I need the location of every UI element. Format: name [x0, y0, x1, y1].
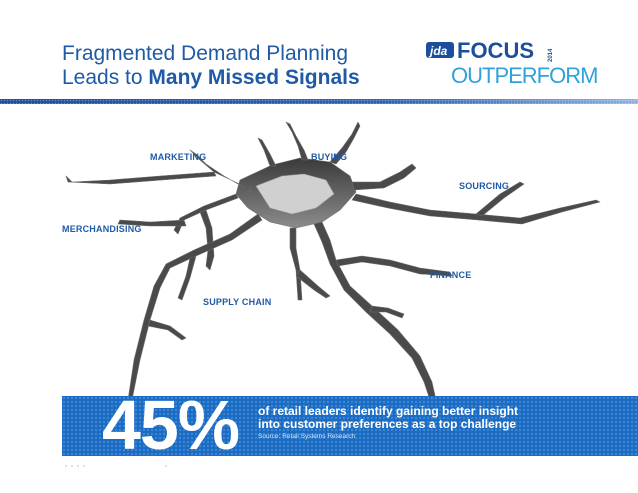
title-line-2: Leads to Many Missed Signals: [62, 66, 360, 90]
cracked-surface-graphic: [65, 121, 601, 400]
statistic-banner: 45% of retail leaders identify gaining b…: [62, 390, 638, 460]
statistic-line-2: into customer preferences as a top chall…: [258, 417, 517, 431]
logo-year: 2014: [548, 48, 554, 62]
label-buying: BUYING: [311, 152, 348, 162]
crack-branch-sourcing: [351, 163, 417, 191]
statistic-line-1: of retail leaders identify gaining bette…: [258, 404, 519, 418]
crack-branch-buying: [285, 121, 309, 161]
banner-background: [62, 396, 638, 456]
crack-branch-marketing: [189, 149, 253, 193]
statistic-source: Source: Retail Systems Research: [258, 433, 356, 440]
crack-branch-supply-chain: [127, 213, 263, 400]
header-divider: [0, 99, 638, 104]
statistic-value: 45%: [102, 386, 240, 464]
footer-decoration: [65, 465, 167, 467]
jda-logo-text: jda: [428, 44, 448, 58]
focus-logo-text: FOCUS: [457, 38, 534, 63]
jda-focus-logo: jda FOCUS 2014 OUTPERFORM: [426, 38, 598, 88]
label-sourcing: SOURCING: [459, 181, 510, 191]
outperform-logo-text: OUTPERFORM: [451, 63, 597, 88]
statistic-text: of retail leaders identify gaining bette…: [258, 405, 518, 431]
slide-title: Fragmented Demand Planning Leads to Many…: [62, 42, 360, 90]
label-finance: FINANCE: [430, 270, 472, 280]
label-marketing: MARKETING: [150, 152, 207, 162]
jda-logo-badge: [426, 42, 454, 58]
title-line-2-emphasis: Many Missed Signals: [148, 66, 360, 89]
title-line-1: Fragmented Demand Planning: [62, 42, 349, 65]
label-merchandising: MERCHANDISING: [62, 224, 142, 234]
title-line-2-prefix: Leads to: [62, 66, 149, 89]
crack-branch-merchandising: [173, 193, 239, 235]
label-supply-chain: SUPPLY CHAIN: [203, 297, 272, 307]
